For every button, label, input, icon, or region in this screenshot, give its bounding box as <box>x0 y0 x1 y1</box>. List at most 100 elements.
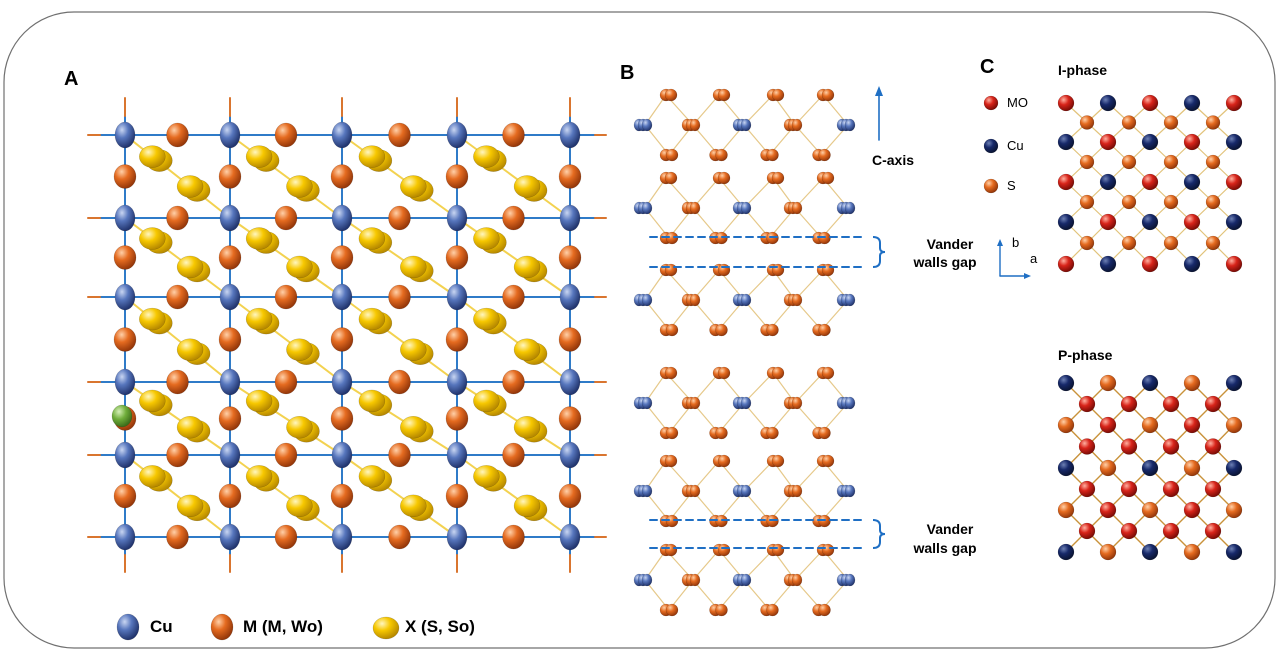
cu-atom <box>219 283 241 311</box>
layer-bond <box>743 460 774 492</box>
layer-s-atom <box>665 426 679 440</box>
m-atom <box>274 442 298 468</box>
lattice-diag-bond <box>341 454 458 538</box>
m-atom <box>388 524 411 550</box>
panel-c-phases <box>983 94 1243 561</box>
x-atom <box>286 255 313 279</box>
p-phase-s-atom <box>1099 459 1117 477</box>
m-atom <box>445 327 469 352</box>
lattice-diag-bond <box>229 296 343 383</box>
m-atom <box>274 284 298 310</box>
x-atom <box>400 338 427 361</box>
x-atom <box>513 494 541 518</box>
p-phase-mo-atom <box>1183 501 1201 519</box>
m-atom <box>388 369 411 395</box>
layer-s-atom <box>821 543 835 557</box>
layer-s-atom <box>664 88 678 102</box>
cu-atom <box>331 441 353 469</box>
cu-atom <box>559 283 581 311</box>
x-atom <box>286 175 313 198</box>
layer-s-atom <box>715 148 728 162</box>
x-atom <box>400 416 427 439</box>
p-phase-cu-atom <box>1141 543 1159 561</box>
p-phase-mo-atom <box>1162 480 1180 498</box>
x-atom <box>176 338 204 361</box>
layer-s-atom <box>821 454 835 468</box>
i-phase-cu-atom <box>1225 213 1243 231</box>
c-axis-arrowhead <box>875 86 883 96</box>
cu-atom <box>446 121 468 149</box>
p-phase-mo-atom <box>1162 438 1180 455</box>
x-atom <box>400 175 427 198</box>
layer-s-atom <box>818 323 831 337</box>
layer-metal-atom <box>844 573 856 587</box>
p-phase-mo-atom <box>1204 522 1222 540</box>
m-atom <box>558 406 582 431</box>
m-atom <box>166 122 189 148</box>
x-atom <box>176 494 204 518</box>
m-atom <box>113 245 137 270</box>
layer-s-atom <box>766 148 779 162</box>
layer-metal-atom <box>641 118 653 132</box>
vdw-gap-label-2-line2: walls gap <box>913 540 977 556</box>
m-atom <box>113 327 137 352</box>
lattice-diag-bond <box>341 381 458 456</box>
cu-atom <box>219 121 241 149</box>
p-phase-mo-atom <box>1078 522 1096 540</box>
cu-atom <box>331 523 353 551</box>
layer-bond <box>743 94 774 126</box>
cu-atom <box>446 523 468 551</box>
x-atom <box>176 416 204 439</box>
cu-atom <box>446 204 468 232</box>
x-atom <box>286 338 313 361</box>
m-atom <box>218 483 242 509</box>
cu-atom <box>114 523 136 551</box>
legend-c-cu-marker <box>983 138 999 154</box>
m-atom <box>330 164 354 189</box>
layer-s-atom <box>771 88 785 102</box>
layer-metal-atom <box>844 201 856 215</box>
p-phase-cu-atom <box>1141 374 1159 392</box>
i-phase-s-atom <box>1163 115 1179 130</box>
layer-metal-atom <box>791 293 803 307</box>
i-phase-mo-atom <box>1183 213 1201 231</box>
layer-s-atom <box>818 148 831 162</box>
panel-a-lattice <box>87 97 607 573</box>
cu-atom <box>114 204 136 232</box>
i-phase-mo-atom <box>1057 255 1075 273</box>
i-phase-s-atom <box>1079 235 1095 251</box>
p-phase-mo-atom <box>1120 522 1138 540</box>
cu-atom <box>219 368 241 396</box>
layer-s-atom <box>771 543 785 557</box>
layer-s-atom <box>818 426 831 440</box>
i-phase-mo-atom <box>1225 255 1243 273</box>
lattice-diag-bond <box>229 454 343 538</box>
lattice-diag-bond <box>341 217 458 298</box>
m-atom <box>113 164 137 189</box>
m-atom <box>166 442 189 468</box>
i-phase-mo-atom <box>1141 173 1159 191</box>
m-atom <box>218 164 242 189</box>
i-phase-s-atom <box>1121 194 1137 210</box>
i-phase-s-atom <box>1079 115 1095 130</box>
i-phase-s-atom <box>1163 154 1179 170</box>
layer-metal-atom <box>689 396 701 410</box>
cu-atom <box>219 523 241 551</box>
m-atom <box>274 122 298 148</box>
lattice-diag-bond <box>456 296 571 383</box>
lattice-diag-bond <box>456 217 571 298</box>
cu-atom <box>331 368 353 396</box>
layer-bond <box>743 372 774 404</box>
lattice-diag-bond <box>456 381 571 456</box>
m-atom <box>388 284 411 310</box>
i-phase-mo-atom <box>1225 173 1243 191</box>
p-phase-cu-atom <box>1225 543 1243 561</box>
legend-c-s-marker <box>983 178 999 194</box>
i-phase-s-atom <box>1205 115 1221 130</box>
layer-s-atom <box>766 603 779 617</box>
cu-atom <box>114 121 136 149</box>
m-atom <box>502 205 525 231</box>
vdw-gap-brace <box>872 519 886 549</box>
p-phase-mo-atom <box>1183 416 1201 434</box>
p-phase-mo-atom <box>1120 480 1138 498</box>
